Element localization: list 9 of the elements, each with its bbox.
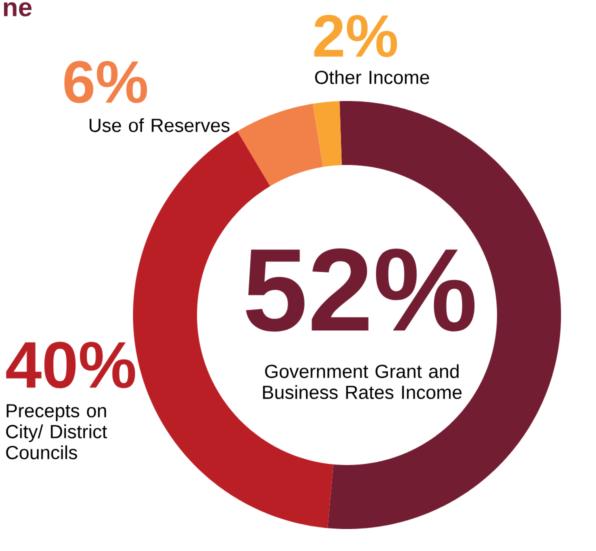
data-label: 6% [64,60,148,104]
data-label: 52% [246,248,475,332]
slice-label: Use of Reserves [90,118,230,132]
slice-label: Government Grant and Business Rates Income [263,364,462,400]
data-label: 2% [314,14,398,58]
data-label: 40% [6,342,136,388]
chart-title: ne [4,2,32,16]
slice-label: Other Income [315,70,430,84]
slice-label: Precepts on City/ District Councils [6,404,108,460]
